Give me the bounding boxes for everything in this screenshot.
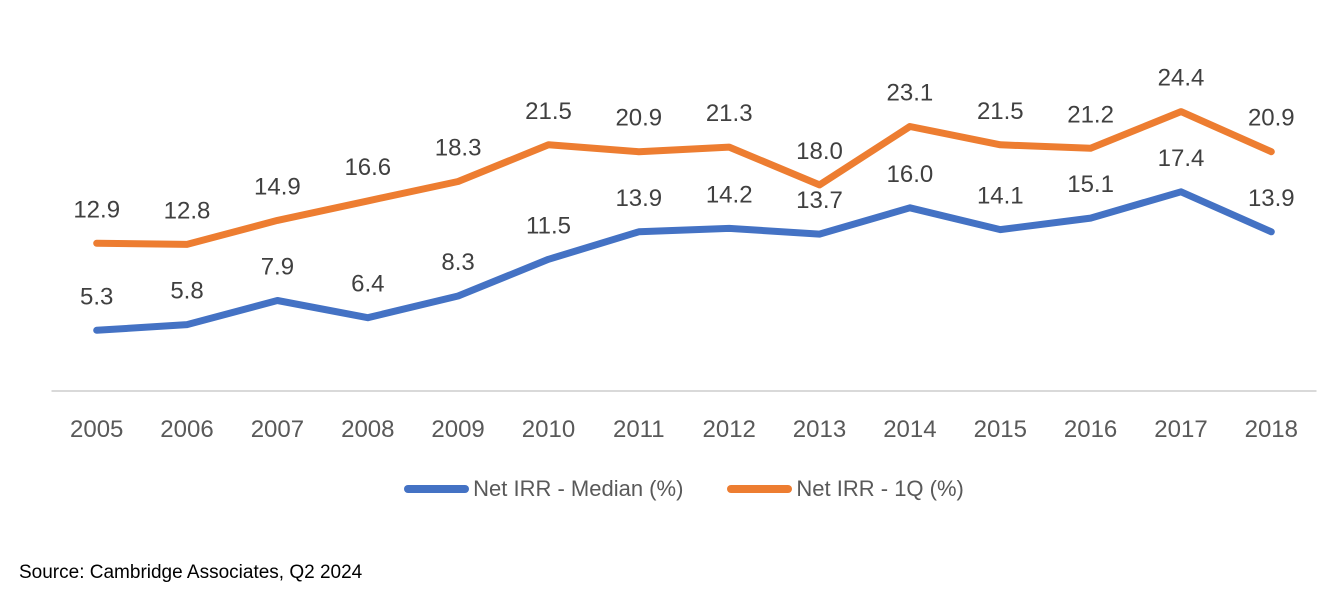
data-point-label-1: 20.9 — [1248, 105, 1295, 132]
year-tick-label: 2018 — [1245, 416, 1298, 443]
data-point-label-1: 23.1 — [887, 80, 934, 107]
data-point-label-1: 18.3 — [435, 135, 482, 162]
data-point-label-1: 12.9 — [73, 196, 120, 223]
data-point-label-1: 20.9 — [615, 105, 662, 132]
line-chart-canvas: 5.3 5.8 7.9 6.4 8.3 11.5 13.9 14.2 13.7 16.0 14.1 1… — [51, 65, 1317, 443]
data-point-label-1: 16.6 — [344, 154, 391, 181]
data-point-label-1: 21.5 — [525, 98, 572, 125]
first-quartile-line-swatch — [727, 485, 793, 494]
data-point-label-0: 16.0 — [887, 161, 934, 188]
series-line-1 — [93, 108, 1275, 248]
series-line-0 — [93, 188, 1275, 334]
chart-legend: Net IRR - Median (%) Net IRR - 1Q (%) — [51, 476, 1317, 502]
year-tick-label: 2005 — [70, 416, 123, 443]
median-line-swatch — [404, 485, 470, 494]
legend-item-first-quartile: Net IRR - 1Q (%) — [727, 476, 964, 502]
legend-label-median: Net IRR - Median (%) — [473, 476, 684, 501]
year-tick-label: 2013 — [793, 416, 846, 443]
data-point-label-1: 18.0 — [796, 138, 843, 165]
data-point-label-0: 7.9 — [261, 254, 294, 281]
year-tick-label: 2012 — [703, 416, 756, 443]
year-tick-label: 2015 — [974, 416, 1027, 443]
data-point-label-0: 17.4 — [1158, 145, 1205, 172]
year-tick-label: 2011 — [613, 416, 665, 443]
legend-item-median: Net IRR - Median (%) — [404, 476, 683, 502]
data-point-label-1: 24.4 — [1158, 65, 1205, 92]
year-tick-label: 2016 — [1064, 416, 1117, 443]
data-point-label-0: 13.9 — [1248, 185, 1295, 212]
year-tick-label: 2007 — [251, 416, 304, 443]
data-point-label-1: 14.9 — [254, 173, 301, 200]
year-tick-label: 2008 — [341, 416, 394, 443]
year-tick-label: 2017 — [1154, 416, 1207, 443]
data-point-label-0: 15.1 — [1067, 171, 1114, 198]
data-point-label-0: 6.4 — [351, 271, 384, 298]
data-point-label-1: 12.8 — [164, 197, 211, 224]
data-point-label-0: 11.5 — [526, 212, 571, 239]
data-point-label-1: 21.5 — [977, 98, 1024, 125]
data-point-label-0: 5.8 — [170, 278, 203, 305]
data-point-label-1: 21.2 — [1067, 101, 1114, 128]
year-tick-label: 2009 — [431, 416, 484, 443]
data-point-label-0: 14.2 — [706, 181, 753, 208]
data-point-label-1: 21.3 — [706, 100, 753, 127]
source-note: Source: Cambridge Associates, Q2 2024 — [19, 562, 363, 583]
year-tick-label: 2006 — [160, 416, 213, 443]
year-tick-label: 2010 — [522, 416, 575, 443]
year-tick-label: 2014 — [883, 416, 936, 443]
data-point-label-0: 13.7 — [796, 187, 843, 214]
data-point-label-0: 5.3 — [80, 283, 113, 310]
data-point-label-0: 8.3 — [441, 249, 474, 276]
data-point-label-0: 13.9 — [615, 185, 662, 212]
data-point-label-0: 14.1 — [977, 183, 1024, 210]
legend-label-first-quartile: Net IRR - 1Q (%) — [796, 476, 964, 501]
